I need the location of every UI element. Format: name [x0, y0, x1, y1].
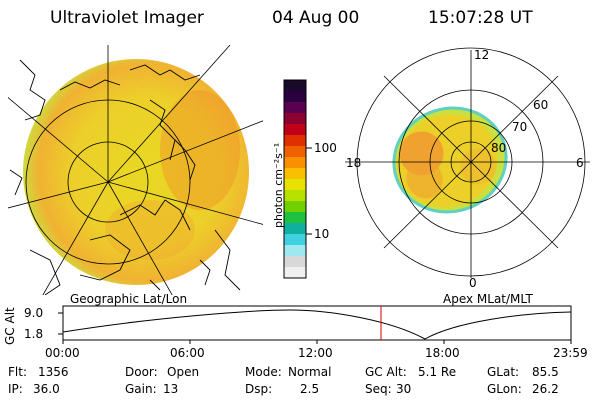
- gc-alt-value: 5.1 Re: [418, 365, 457, 379]
- lat-label-70: 70: [512, 120, 528, 134]
- flt-value: 1356: [38, 365, 69, 379]
- glat-value: 85.5: [532, 365, 559, 379]
- dsp-label: Dsp:: [245, 382, 273, 396]
- seq-value: 30: [396, 382, 412, 396]
- colorbar-band: [284, 223, 306, 235]
- mlt-label-0: 0: [469, 276, 477, 290]
- mlt-label-12: 12: [474, 48, 490, 62]
- altitude-ytick-1-8: 1.8: [24, 327, 44, 341]
- time-tick-1800: 18:00: [425, 346, 460, 360]
- polar-plot: [345, 47, 590, 278]
- colorbar-frame: [283, 79, 307, 279]
- mlt-label-6: 6: [576, 156, 584, 170]
- glon-label: GLon:: [487, 382, 522, 396]
- instrument-title: Ultraviolet Imager: [50, 8, 204, 28]
- mlt-label-18: 18: [346, 156, 362, 170]
- apex-caption: Apex MLat/MLT: [443, 292, 533, 306]
- colorbar-band: [284, 256, 306, 268]
- colorbar-band: [284, 135, 306, 147]
- door-label: Door:: [125, 365, 158, 379]
- colorbar-band: [284, 168, 306, 180]
- glon-value: 26.2: [532, 382, 559, 396]
- mode-value: Normal: [288, 365, 332, 379]
- colorbar-band: [284, 113, 306, 125]
- gain-value: 13: [163, 382, 179, 396]
- colorbar-tick-10: 10: [314, 227, 330, 241]
- colorbar: [284, 80, 306, 279]
- glat-label: GLat:: [487, 365, 520, 379]
- gc-alt-label: GC Alt:: [365, 365, 407, 379]
- geographic-caption: Geographic Lat/Lon: [70, 292, 188, 306]
- colorbar-band: [284, 201, 306, 213]
- colorbar-band: [284, 102, 306, 114]
- colorbar-band: [284, 267, 306, 279]
- lat-label-80: 80: [491, 141, 507, 155]
- time-tick-0000: 00:00: [45, 346, 80, 360]
- altitude-ylabel: GC Alt: [3, 307, 17, 345]
- colorbar-tick-100: 100: [314, 141, 337, 155]
- colorbar-band: [284, 234, 306, 246]
- time-tick-2359: 23:59: [553, 346, 588, 360]
- altitude-plot: [58, 305, 572, 344]
- colorbar-unit-label: photon cm⁻²s⁻¹: [272, 142, 285, 228]
- seq-label: Seq:: [365, 382, 392, 396]
- colorbar-band: [284, 91, 306, 103]
- flt-label: Flt:: [8, 365, 27, 379]
- geographic-map: [8, 45, 263, 295]
- dsp-value: 2.5: [300, 382, 320, 396]
- lat-label-60: 60: [533, 98, 549, 112]
- time-tick-1200: 12:00: [298, 346, 333, 360]
- gain-label: Gain:: [125, 382, 157, 396]
- date-label: 04 Aug 00: [272, 8, 360, 28]
- time-tick-0600: 06:00: [170, 346, 205, 360]
- ip-label: IP:: [8, 382, 23, 396]
- mode-label: Mode:: [245, 365, 282, 379]
- door-value: Open: [167, 365, 200, 379]
- colorbar-band: [284, 179, 306, 191]
- ip-value: 36.0: [33, 382, 60, 396]
- colorbar-band: [284, 124, 306, 136]
- colorbar-band: [284, 245, 306, 257]
- altitude-ytick-9: 9.0: [24, 306, 44, 320]
- time-label: 15:07:28 UT: [428, 8, 533, 28]
- colorbar-band: [284, 212, 306, 224]
- colorbar-band: [284, 190, 306, 202]
- colorbar-band: [284, 146, 306, 158]
- colorbar-band: [284, 157, 306, 169]
- colorbar-band: [284, 80, 306, 92]
